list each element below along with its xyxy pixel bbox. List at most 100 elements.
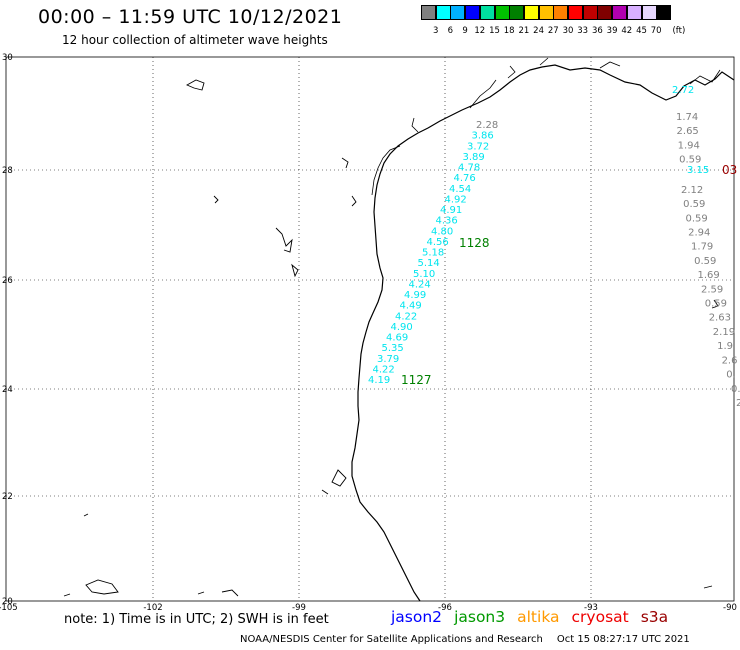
x-tick-label: -105 — [0, 603, 18, 613]
jason3-west-track: 2.283.863.723.894.784.764.544.924.914.36… — [368, 120, 498, 386]
swh-value: 1.94 — [678, 140, 700, 151]
swh-value: 4.90 — [391, 322, 413, 333]
color-swatch — [553, 5, 569, 20]
swh-value: 03 — [722, 163, 737, 177]
pass-number-label: 1127 — [401, 373, 432, 387]
color-swatch — [421, 5, 436, 20]
y-tick-label: 26 — [2, 276, 13, 286]
y-tick-label: 24 — [2, 385, 13, 395]
color-scale-label: 39 — [606, 26, 618, 36]
credit-org: NOAA/NESDIS Center for Satellite Applica… — [240, 634, 543, 645]
gulf-coastline — [351, 64, 735, 602]
color-scale-label: 45 — [636, 26, 647, 36]
x-tick-label: -102 — [143, 603, 162, 613]
swh-value: 0.59 — [683, 199, 705, 210]
color-scale-label: 36 — [591, 26, 603, 36]
swh-value: 0.59 — [679, 155, 701, 166]
swh-value: 5.10 — [413, 269, 435, 280]
color-swatch — [656, 5, 672, 20]
credit-time: Oct 15 08:27:17 UTC 2021 — [556, 634, 690, 645]
footer-note: note: 1) Time is in UTC; 2) SWH is in fe… — [64, 612, 329, 627]
color-scale-label: 70 — [650, 26, 662, 36]
swh-value: 3.86 — [472, 131, 494, 142]
legend-jason3: jason3 — [454, 608, 506, 626]
swh-value: 1.79 — [691, 242, 713, 253]
swh-value: 4.24 — [409, 279, 431, 290]
color-scale-unit: (ft) — [672, 26, 686, 36]
color-swatch — [494, 5, 510, 20]
color-scale-label: 24 — [533, 26, 545, 36]
swh-value: 0.59 — [705, 299, 727, 310]
swh-value: 4.99 — [404, 290, 426, 301]
swh-value: 2.12 — [681, 185, 703, 196]
color-scale-label: 42 — [621, 26, 633, 36]
swh-value: 2.65 — [677, 126, 699, 137]
swh-value: 2.63 — [709, 313, 731, 324]
swh-value: 4.36 — [436, 216, 458, 227]
color-scale-label: 12 — [474, 26, 486, 36]
swh-value: 2.72 — [672, 85, 694, 96]
swh-value: 1.74 — [676, 112, 698, 123]
pass-number-label: 1128 — [459, 236, 490, 250]
swh-value: 4.56 — [427, 237, 449, 248]
legend-jason2: jason2 — [391, 608, 443, 626]
map-subtitle: 12 hour collection of altimeter wave hei… — [62, 33, 328, 47]
swh-value: 5.35 — [382, 343, 404, 354]
color-swatch — [479, 5, 495, 20]
color-swatch — [538, 5, 554, 20]
swh-value: 2.28 — [476, 120, 498, 131]
swh-value: 4.69 — [386, 333, 408, 344]
swh-value: 0. — [731, 384, 740, 395]
east-track: 1.74 2.65 1.94 0.59 2.12 0.59 0.59 2.94 1.79 0.59… — [672, 85, 740, 409]
color-swatch — [465, 5, 481, 20]
x-tick-label: -93 — [584, 603, 598, 613]
swh-value: 0.59 — [685, 213, 707, 224]
swh-value: 0.59 — [694, 256, 716, 267]
swh-value: 2.6 — [722, 355, 738, 366]
color-scale-label: 21 — [518, 26, 530, 36]
color-scale-label: 6 — [447, 26, 454, 36]
swh-value: 4.92 — [445, 194, 467, 205]
swh-value: 4.54 — [449, 184, 471, 195]
y-tick-label: 20 — [2, 597, 13, 607]
swh-value: 2 — [736, 398, 740, 409]
satellite-legend: jason2 jason3 altika cryosat s3a — [391, 608, 680, 626]
swh-value: 2.59 — [701, 284, 723, 295]
swh-value: 0. — [726, 370, 736, 381]
swh-value: 4.49 — [400, 301, 422, 312]
swh-value: 5.14 — [418, 258, 440, 269]
map-title: 00:00 – 11:59 UTC 10/12/2021 — [38, 6, 343, 28]
color-scale-label: 30 — [562, 26, 574, 36]
color-scale-label: 33 — [577, 26, 589, 36]
y-axis-ticks: 30 28 26 24 22 20 — [2, 53, 13, 607]
color-swatch — [509, 5, 525, 20]
map-frame — [5, 56, 735, 602]
graticule — [6, 57, 734, 601]
y-tick-label: 22 — [2, 492, 13, 502]
color-swatch — [435, 5, 451, 20]
credit-line: NOAA/NESDIS Center for Satellite Applica… — [240, 634, 690, 645]
legend-cryosat: cryosat — [571, 608, 629, 626]
swh-value: 3.89 — [463, 152, 485, 163]
swh-value: 3.15 — [687, 165, 709, 176]
swh-value: 4.19 — [368, 375, 390, 386]
x-tick-label: -90 — [723, 603, 737, 613]
swh-value: 4.76 — [454, 173, 476, 184]
color-swatch — [582, 5, 598, 20]
x-axis-ticks: -105 -102 -99 -96 -93 -90 — [0, 603, 737, 613]
x-tick-label: -99 — [292, 603, 306, 613]
swh-value: 1.69 — [697, 270, 719, 281]
color-scale-label: 9 — [462, 26, 468, 36]
color-swatch — [450, 5, 466, 20]
y-tick-label: 28 — [2, 166, 13, 176]
swh-value: 3.72 — [467, 141, 489, 152]
color-scale-label: 15 — [489, 26, 500, 36]
y-tick-label: 30 — [2, 53, 13, 63]
color-scale-label: 3 — [432, 26, 439, 36]
color-swatch — [597, 5, 613, 20]
swh-value: 4.22 — [395, 311, 417, 322]
color-swatch — [523, 5, 539, 20]
swh-value: 5.18 — [422, 248, 444, 259]
x-tick-label: -96 — [438, 603, 452, 613]
swh-value: 2.19 — [713, 327, 735, 338]
